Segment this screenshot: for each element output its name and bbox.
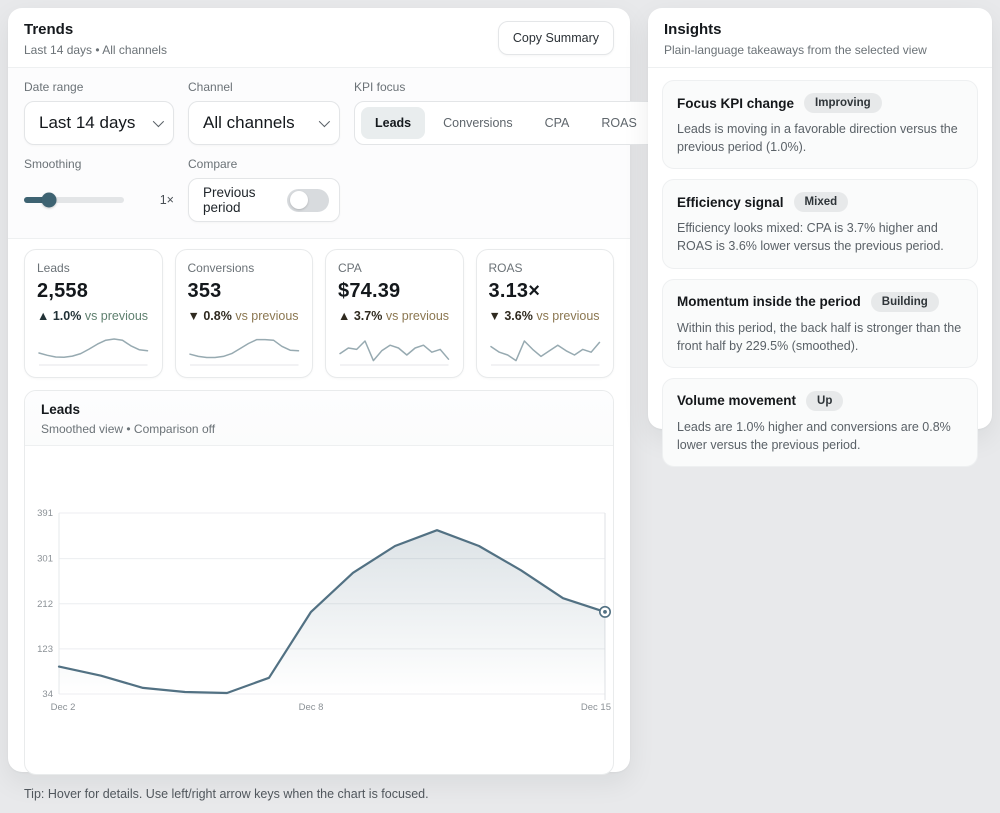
- kpi-value: 2,558: [37, 280, 89, 302]
- kpi-delta: ▲ 1.0% vs previous: [37, 309, 149, 323]
- date-range-label: Date range: [24, 80, 84, 94]
- insight-card-volume: Volume movement Up Leads are 1.0% higher…: [662, 377, 978, 467]
- smoothing-label: Smoothing: [24, 157, 82, 171]
- kpi-focus-option-cpa[interactable]: CPA: [544, 116, 570, 130]
- channel-label: Channel: [188, 80, 233, 94]
- status-badge: Up: [806, 390, 844, 411]
- kpi-focus-option-roas[interactable]: ROAS: [601, 116, 637, 130]
- kpi-delta: ▼ 3.6% vs previous: [488, 309, 600, 323]
- kpi-delta: ▲ 3.7% vs previous: [338, 309, 450, 323]
- chart-title: Leads: [41, 402, 81, 417]
- kpi-sparkline: [489, 340, 600, 366]
- filters-bar: Date range Last 14 days Channel All chan…: [8, 68, 658, 239]
- svg-text:Dec 2: Dec 2: [51, 702, 76, 713]
- kpi-card-cpa: CPA $74.39 ▲ 3.7% vs previous: [325, 249, 464, 378]
- copy-summary-button[interactable]: Copy Summary: [497, 21, 614, 55]
- chevron-down-icon: [152, 115, 165, 128]
- previous-period-toggle[interactable]: [287, 188, 329, 212]
- insight-card-body: Within this period, the back half is str…: [677, 320, 962, 353]
- kpi-value: $74.39: [338, 280, 401, 302]
- kpi-focus-option-conversions[interactable]: Conversions: [443, 116, 513, 130]
- kpi-sparkline: [38, 338, 149, 366]
- svg-text:391: 391: [37, 508, 53, 519]
- kpi-focus-group: KPI focus Leads Conversions CPA ROAS: [354, 80, 658, 145]
- svg-text:Dec 15: Dec 15: [581, 702, 611, 713]
- trends-panel: Trends Last 14 days • All channels Copy …: [8, 8, 658, 801]
- kpi-label: ROAS: [488, 261, 523, 275]
- kpi-card-leads: Leads 2,558 ▲ 1.0% vs previous: [24, 249, 163, 378]
- insight-card-title: Focus KPI change: [677, 95, 795, 111]
- kpi-delta: ▼ 0.8% vs previous: [187, 309, 299, 323]
- insight-card-momentum: Momentum inside the period Building With…: [662, 278, 978, 368]
- insight-card-title: Momentum inside the period: [677, 294, 861, 309]
- date-range-select[interactable]: Last 14 days: [24, 101, 174, 145]
- insights-title-block: Insights Plain-language takeaways from t…: [664, 21, 927, 57]
- insight-card-focus-kpi: Focus KPI change Improving Leads is movi…: [662, 80, 978, 170]
- chart-subtitle: Smoothed view • Comparison off: [41, 422, 216, 436]
- toggle-knob: [289, 191, 308, 209]
- svg-text:123: 123: [37, 644, 53, 655]
- kpi-label: Conversions: [187, 261, 255, 275]
- leads-chart-svg: 391 301 212 123 34 Dec 2 Dec 8 Dec 15: [37, 508, 611, 713]
- insights-panel: Insights Plain-language takeaways from t…: [648, 8, 992, 467]
- kpi-card-roas: ROAS 3.13× ▼ 3.6% vs previous: [475, 249, 614, 378]
- page-title: Trends: [24, 21, 74, 38]
- status-badge: Building: [870, 291, 939, 312]
- kpi-value: 3.13×: [488, 280, 541, 302]
- kpi-cards: Leads 2,558 ▲ 1.0% vs previous Conversio…: [8, 239, 630, 388]
- kpi-label: Leads: [37, 261, 70, 275]
- kpi-card-conversions: Conversions 353 ▼ 0.8% vs previous: [174, 249, 313, 378]
- smoothing-slider[interactable]: [24, 192, 124, 208]
- trends-title-block: Trends Last 14 days • All channels: [24, 21, 167, 57]
- insight-card-list: Focus KPI change Improving Leads is movi…: [648, 68, 992, 479]
- smoothing-group: Smoothing 1×: [24, 157, 174, 222]
- leads-chart-card: Leads Smoothed view • Comparison off 391…: [24, 390, 614, 775]
- leads-trend-chart[interactable]: 391 301 212 123 34 Dec 2 Dec 8 Dec 15: [25, 446, 613, 774]
- smoothing-control: 1×: [24, 178, 174, 222]
- insights-title: Insights: [664, 21, 722, 38]
- insight-card-body: Leads is moving in a favorable direction…: [677, 122, 958, 155]
- compare-label: Compare: [188, 157, 238, 171]
- svg-text:301: 301: [37, 554, 53, 565]
- kpi-value: 353: [187, 280, 222, 302]
- kpi-label: CPA: [338, 261, 362, 275]
- smoothing-slider-thumb[interactable]: [41, 192, 57, 208]
- status-badge: Mixed: [793, 192, 849, 213]
- date-range-group: Date range Last 14 days: [24, 80, 174, 145]
- insight-card-efficiency: Efficiency signal Mixed Efficiency looks…: [662, 179, 978, 269]
- date-range-value: Last 14 days: [39, 113, 136, 132]
- smoothing-slider-fill: [24, 197, 49, 203]
- kpi-focus-label: KPI focus: [354, 80, 406, 94]
- insight-card-body: Efficiency looks mixed: CPA is 3.7% high…: [677, 221, 944, 254]
- trends-header: Trends Last 14 days • All channels Copy …: [8, 8, 630, 68]
- channel-group: Channel All channels: [188, 80, 340, 145]
- channel-value: All channels: [203, 113, 295, 132]
- svg-text:34: 34: [42, 689, 53, 700]
- kpi-focus-segmented-control: Leads Conversions CPA ROAS: [354, 101, 658, 145]
- trends-subtitle: Last 14 days • All channels: [24, 43, 167, 57]
- svg-text:212: 212: [37, 599, 53, 610]
- filters-row-1: Date range Last 14 days Channel All chan…: [24, 80, 658, 145]
- insight-card-title: Volume movement: [677, 393, 797, 409]
- insight-card-body: Leads are 1.0% higher and conversions ar…: [677, 419, 951, 452]
- insight-card-title: Efficiency signal: [677, 194, 784, 210]
- leads-chart-header: Leads Smoothed view • Comparison off: [25, 391, 613, 446]
- filters-row-2: Smoothing 1× Compare Previous period: [24, 157, 614, 222]
- kpi-sparkline: [339, 340, 450, 366]
- chevron-down-icon: [318, 115, 331, 128]
- channel-select[interactable]: All channels: [188, 101, 340, 145]
- kpi-focus-option-leads[interactable]: Leads: [361, 107, 426, 139]
- insights-header: Insights Plain-language takeaways from t…: [648, 8, 992, 68]
- insights-subtitle: Plain-language takeaways from the select…: [664, 43, 927, 57]
- smoothing-value: 1×: [159, 193, 174, 207]
- compare-control: Previous period: [188, 178, 340, 222]
- previous-period-label: Previous period: [203, 185, 256, 215]
- status-badge: Improving: [804, 93, 882, 113]
- kpi-sparkline: [188, 338, 299, 366]
- svg-text:Dec 8: Dec 8: [299, 702, 324, 713]
- compare-group: Compare Previous period: [188, 157, 340, 222]
